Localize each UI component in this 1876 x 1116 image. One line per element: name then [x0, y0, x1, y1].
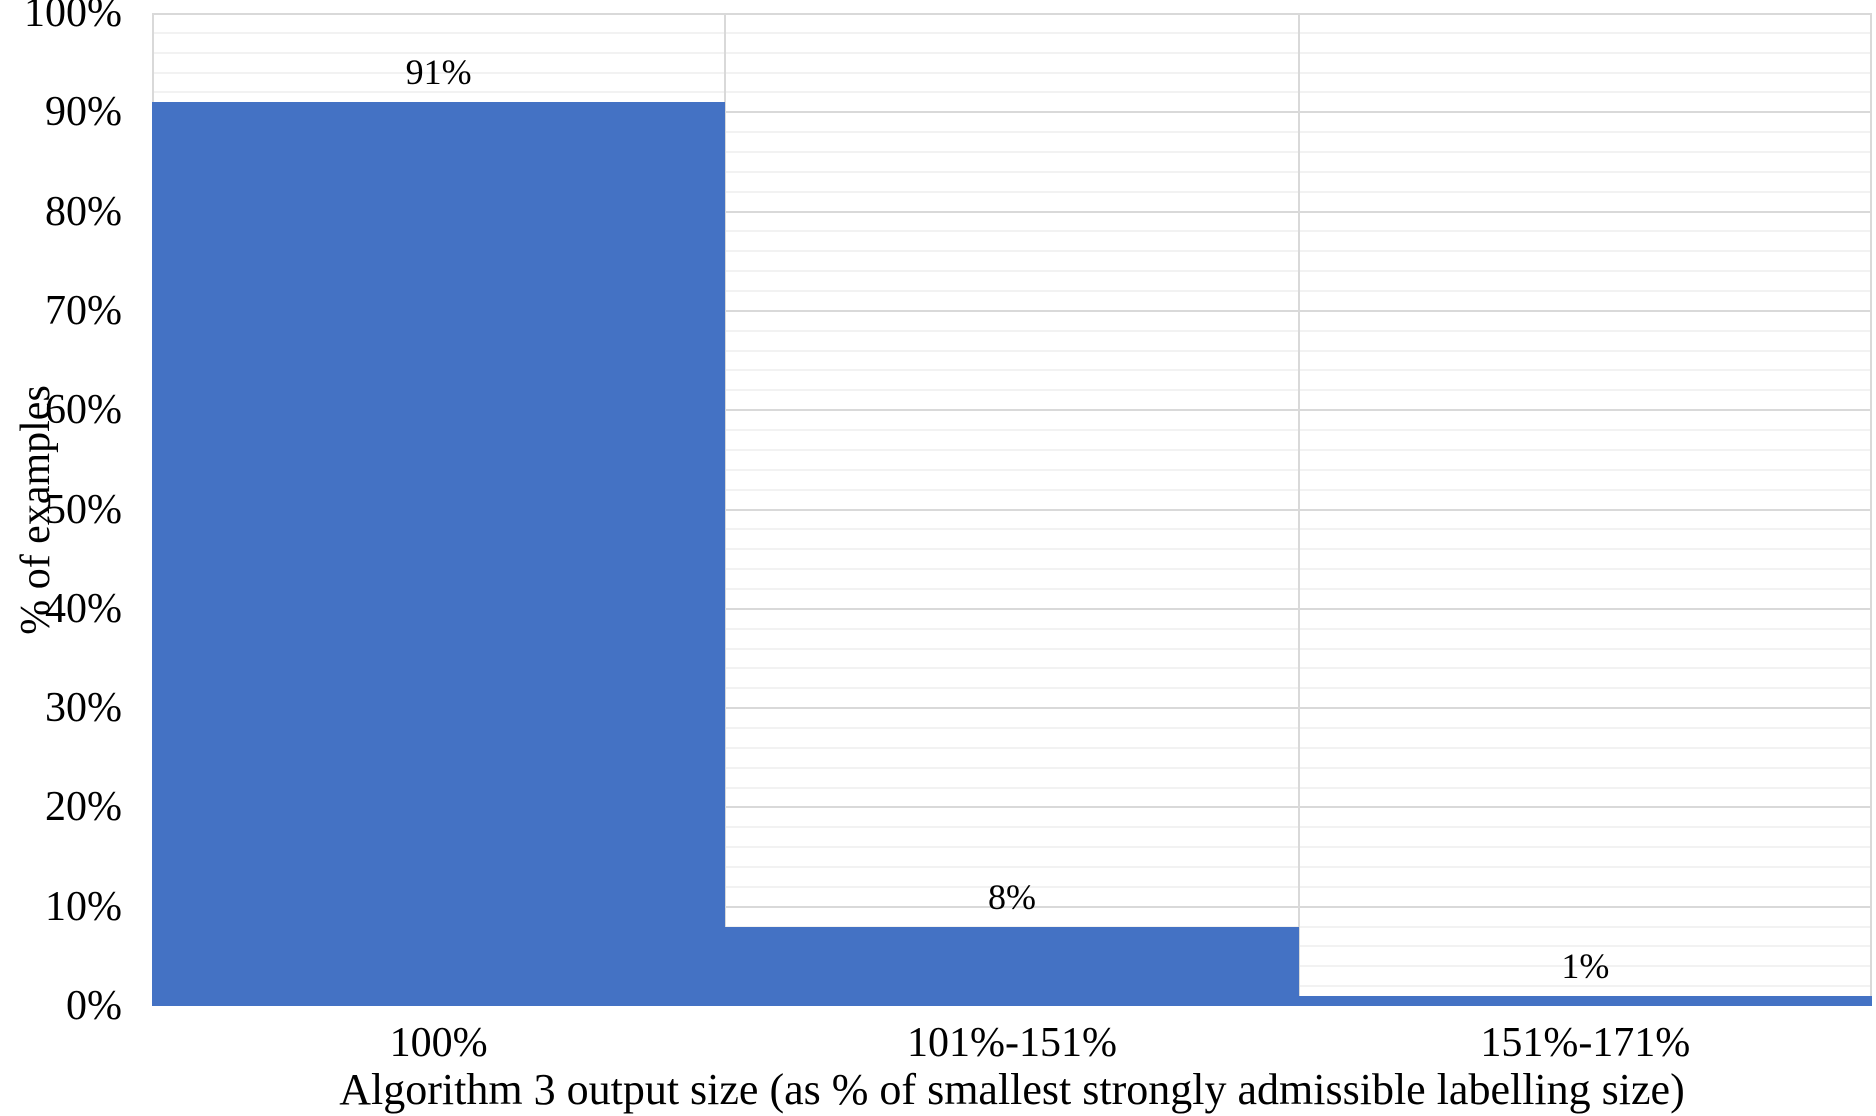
major-gridline	[152, 806, 1872, 809]
minor-gridline	[152, 647, 1872, 650]
minor-gridline	[152, 746, 1872, 749]
plot-border-top	[152, 13, 1872, 15]
y-tick-label: 80%	[45, 188, 122, 235]
major-gridline	[152, 111, 1872, 114]
minor-gridline	[152, 270, 1872, 273]
minor-gridline	[152, 448, 1872, 451]
minor-gridline	[152, 151, 1872, 154]
bar-data-label: 1%	[1561, 946, 1610, 987]
y-tick-label: 30%	[45, 685, 122, 732]
y-tick-label: 0%	[66, 983, 122, 1029]
minor-gridline	[152, 290, 1872, 293]
minor-gridline	[152, 528, 1872, 531]
minor-gridline	[152, 627, 1872, 630]
minor-gridline	[152, 568, 1872, 571]
minor-gridline	[152, 766, 1872, 769]
minor-gridline	[152, 667, 1872, 670]
minor-gridline	[152, 865, 1872, 868]
bar-data-label: 91%	[405, 52, 472, 93]
minor-gridline	[152, 587, 1872, 590]
plot-border-right	[1870, 13, 1872, 1006]
x-axis-title: Algorithm 3 output size (as % of smalles…	[339, 1065, 1685, 1114]
minor-gridline	[152, 230, 1872, 233]
y-tick-label: 60%	[45, 387, 122, 434]
minor-gridline	[152, 51, 1872, 54]
minor-gridline	[152, 369, 1872, 372]
major-gridline	[152, 905, 1872, 908]
y-axis-tick-labels: 0% 10% 20% 30% 40% 50% 60% 70% 80% 90% 100%	[0, 0, 128, 1116]
category-column: 1%	[1298, 13, 1872, 1006]
y-tick-label: 100%	[24, 0, 122, 36]
minor-gridline	[152, 846, 1872, 849]
y-tick-label: 20%	[45, 784, 122, 831]
y-tick-label: 70%	[45, 287, 122, 334]
bar	[725, 926, 1299, 1006]
minor-gridline	[152, 131, 1872, 134]
plot-area: 91% 8% 1%	[152, 13, 1872, 1006]
y-tick-label: 10%	[45, 883, 122, 930]
minor-gridline	[152, 687, 1872, 690]
minor-gridline	[152, 31, 1872, 34]
bar	[152, 102, 726, 1006]
x-tick-label: 101%-151%	[907, 1020, 1117, 1066]
major-gridline	[152, 607, 1872, 610]
minor-gridline	[152, 826, 1872, 829]
category-boundary-gridline	[1297, 13, 1300, 1006]
x-tick-label: 100%	[389, 1020, 488, 1066]
minor-gridline	[152, 250, 1872, 253]
minor-gridline	[152, 190, 1872, 193]
y-tick-label: 90%	[45, 89, 122, 136]
minor-gridline	[152, 429, 1872, 432]
category-column: 91%	[152, 13, 726, 1006]
major-gridline	[152, 309, 1872, 312]
minor-gridline	[152, 329, 1872, 332]
minor-gridline	[152, 389, 1872, 392]
minor-gridline	[152, 548, 1872, 551]
bar-data-label: 8%	[987, 876, 1036, 917]
minor-gridline	[152, 91, 1872, 94]
major-gridline	[152, 409, 1872, 412]
major-gridline	[152, 707, 1872, 710]
minor-gridline	[152, 885, 1872, 888]
x-axis-tick-labels: 100% 101%-151% 151%-171%	[152, 1022, 1872, 1064]
y-tick-label: 50%	[45, 486, 122, 533]
major-gridline	[152, 508, 1872, 511]
category-boundary-gridline	[724, 13, 727, 1006]
x-tick-label: 151%-171%	[1480, 1020, 1691, 1066]
minor-gridline	[152, 71, 1872, 74]
major-gridline	[152, 210, 1872, 213]
minor-gridline	[152, 726, 1872, 729]
bar	[1298, 996, 1872, 1006]
y-tick-label: 40%	[45, 585, 122, 632]
category-column: 8%	[725, 13, 1299, 1006]
minor-gridline	[152, 786, 1872, 789]
minor-gridline	[152, 170, 1872, 173]
minor-gridline	[152, 349, 1872, 352]
minor-gridline	[152, 488, 1872, 491]
minor-gridline	[152, 468, 1872, 471]
